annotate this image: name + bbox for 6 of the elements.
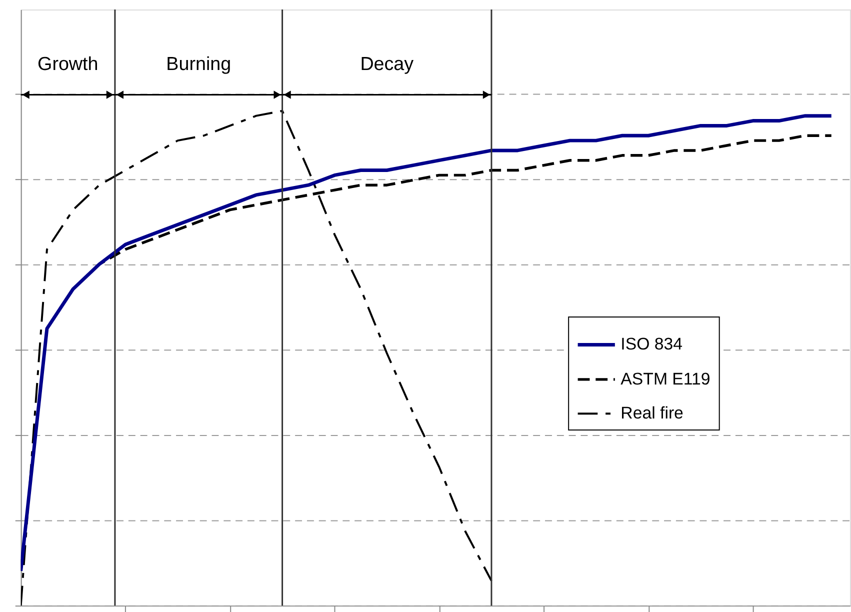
legend-label: Real fire bbox=[620, 404, 684, 423]
legend-label: ASTM E119 bbox=[620, 369, 710, 388]
text: Decay bbox=[360, 52, 414, 74]
text: Growth bbox=[38, 52, 98, 74]
text: Burning bbox=[166, 52, 232, 74]
legend-label: ISO 834 bbox=[620, 334, 683, 354]
